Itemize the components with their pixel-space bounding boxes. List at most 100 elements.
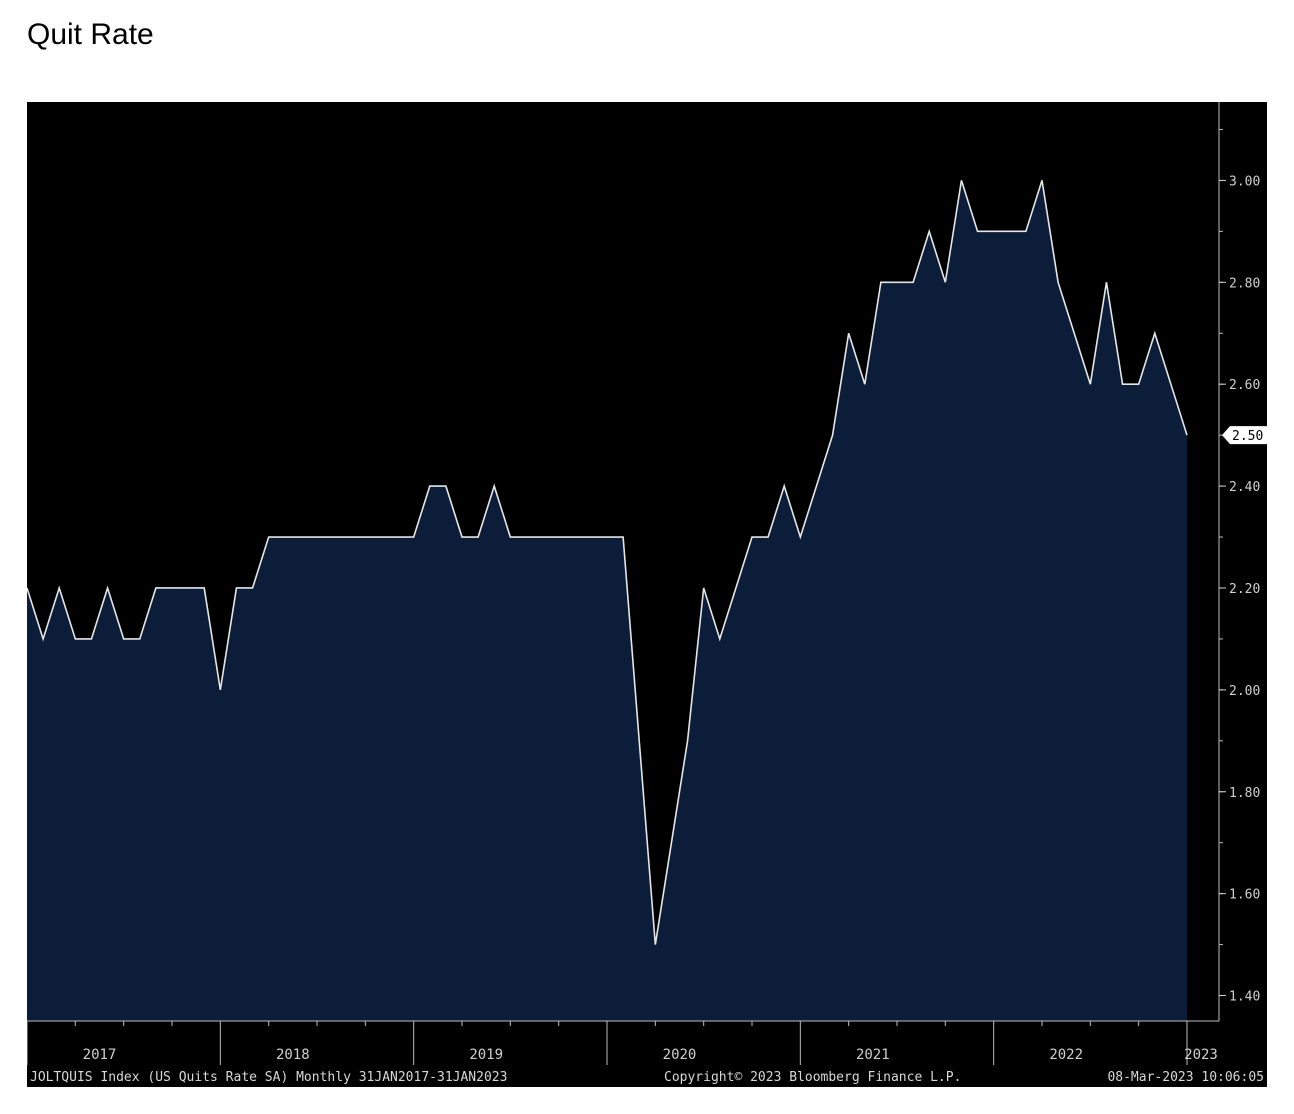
- data-point: [477, 536, 479, 538]
- data-point: [412, 536, 414, 538]
- data-point: [702, 587, 704, 589]
- data-point: [380, 536, 382, 538]
- footer-copyright: Copyright© 2023 Bloomberg Finance L.P.: [664, 1070, 961, 1085]
- data-point: [1154, 332, 1156, 334]
- data-point: [928, 230, 930, 232]
- data-point: [654, 943, 656, 945]
- data-point: [1089, 383, 1091, 385]
- data-point: [429, 485, 431, 487]
- data-point: [880, 281, 882, 283]
- plot-layer: [27, 179, 1188, 1022]
- last-value-marker: [1222, 426, 1267, 445]
- data-point: [42, 638, 44, 640]
- data-point: [831, 434, 833, 436]
- data-point: [719, 638, 721, 640]
- data-point: [847, 332, 849, 334]
- x-year-label: 2017: [83, 1047, 117, 1063]
- y-tick-label: 2.60: [1229, 378, 1260, 393]
- data-point: [1137, 383, 1139, 385]
- data-point: [219, 689, 221, 691]
- data-point: [1041, 179, 1043, 181]
- x-axis: 2017 2018 2019 2020 2021 2022 2023: [27, 1020, 1219, 1065]
- data-point: [767, 536, 769, 538]
- data-point: [300, 536, 302, 538]
- data-point: [139, 638, 141, 640]
- data-point: [590, 536, 592, 538]
- y-tick-label: 2.40: [1229, 480, 1260, 495]
- data-point: [1057, 281, 1059, 283]
- footer: JOLTQUIS Index (US Quits Rate SA) Monthl…: [30, 1070, 1264, 1085]
- data-point: [638, 740, 640, 742]
- data-point: [74, 638, 76, 640]
- y-tick-label: 1.80: [1229, 786, 1260, 801]
- data-point: [332, 536, 334, 538]
- x-year-label: 2021: [856, 1047, 890, 1063]
- x-year-label: 2019: [469, 1047, 503, 1063]
- data-point: [525, 536, 527, 538]
- data-point: [1186, 434, 1188, 436]
- x-year-label: 2018: [276, 1047, 310, 1063]
- data-point: [348, 536, 350, 538]
- data-point: [896, 281, 898, 283]
- y-tick-label: 1.60: [1229, 888, 1260, 903]
- y-axis: 3.00 2.80 2.60 2.40 2.20 2.00 1.80 1.60 1.40 2.50: [1218, 102, 1267, 1021]
- data-point: [670, 841, 672, 843]
- data-point: [1105, 281, 1107, 283]
- data-point: [1073, 332, 1075, 334]
- x-year-label: 2020: [663, 1047, 697, 1063]
- chart-panel: 3.00 2.80 2.60 2.40 2.20 2.00 1.80 1.60 1.40 2.50…: [27, 102, 1267, 1087]
- x-year-label: 2023: [1184, 1047, 1218, 1063]
- data-point: [316, 536, 318, 538]
- data-point: [203, 587, 205, 589]
- data-point: [445, 485, 447, 487]
- data-point: [686, 740, 688, 742]
- data-point: [267, 536, 269, 538]
- data-point: [960, 179, 962, 181]
- data-point: [90, 638, 92, 640]
- data-point: [606, 536, 608, 538]
- data-point: [944, 281, 946, 283]
- data-point: [799, 536, 801, 538]
- series-line: [27, 180, 1188, 945]
- data-point: [155, 587, 157, 589]
- data-point: [557, 536, 559, 538]
- data-point: [1170, 383, 1172, 385]
- y-tick-label: 2.80: [1229, 276, 1260, 291]
- data-point: [251, 587, 253, 589]
- data-point: [58, 587, 60, 589]
- y-tick-label: 2.20: [1229, 582, 1260, 597]
- data-point: [461, 536, 463, 538]
- last-value-label: 2.50: [1232, 429, 1263, 444]
- data-point: [783, 485, 785, 487]
- y-tick-label: 3.00: [1229, 174, 1260, 189]
- data-point: [992, 230, 994, 232]
- x-year-label: 2022: [1049, 1047, 1083, 1063]
- data-point: [364, 536, 366, 538]
- data-point: [1121, 383, 1123, 385]
- data-point: [976, 230, 978, 232]
- footer-timestamp: 08-Mar-2023 10:06:05: [1107, 1070, 1264, 1085]
- data-point: [622, 536, 624, 538]
- data-point: [751, 536, 753, 538]
- data-point: [541, 536, 543, 538]
- data-point: [171, 587, 173, 589]
- data-point: [187, 587, 189, 589]
- data-point: [509, 536, 511, 538]
- data-point: [1009, 230, 1011, 232]
- data-point: [122, 638, 124, 640]
- footer-ticker-text: JOLTQUIS Index (US Quits Rate SA) Monthl…: [30, 1070, 507, 1085]
- y-tick-label: 1.40: [1229, 990, 1260, 1005]
- quit-rate-chart: 3.00 2.80 2.60 2.40 2.20 2.00 1.80 1.60 1.40 2.50…: [27, 102, 1267, 1087]
- data-point: [106, 587, 108, 589]
- series-area: [27, 180, 1187, 1022]
- data-point: [735, 587, 737, 589]
- y-tick-label: 2.00: [1229, 684, 1260, 699]
- data-point: [284, 536, 286, 538]
- data-point: [815, 485, 817, 487]
- data-point: [574, 536, 576, 538]
- data-point: [1025, 230, 1027, 232]
- page-title: Quit Rate: [27, 18, 154, 51]
- data-point: [864, 383, 866, 385]
- data-point: [493, 485, 495, 487]
- data-point: [396, 536, 398, 538]
